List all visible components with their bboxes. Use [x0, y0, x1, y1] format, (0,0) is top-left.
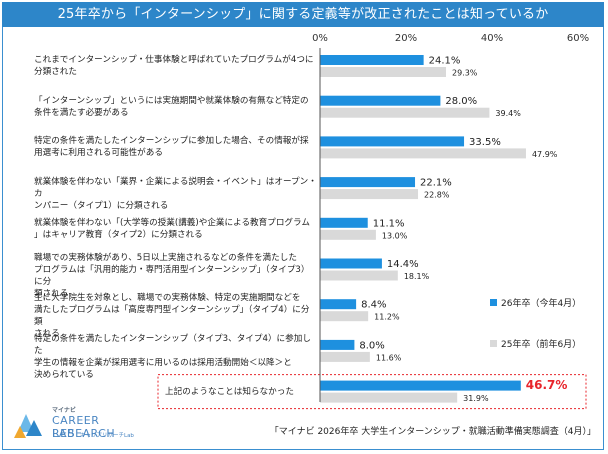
value-label-s0-c1: 28.0%: [445, 96, 477, 107]
x-tick-label-0: 0%: [312, 33, 328, 44]
source-note: 「マイナビ 2026年卒 大学生インターンシップ・就職活動準備実態調査（4月）」: [269, 427, 596, 437]
value-label-s0-c6: 8.4%: [361, 300, 386, 311]
category-label-6-line-2: される: [34, 329, 60, 340]
category-label-5-line-0: 職場での実務体験があり、5日以上実施されるなどの条件を満たした: [34, 252, 297, 263]
category-label-3-line-0: 就業体験を伴わない「業界・企業による説明会・イベント」はオープン・カ: [34, 177, 317, 200]
chart-title: 25年卒から「インターンシップ」に関する定義等が改正されたことは知っているか: [2, 2, 604, 27]
bar-s0-c4: [320, 217, 368, 228]
x-tick-label-1: 20%: [395, 33, 417, 44]
value-label-s0-c8: 46.7%: [526, 378, 568, 392]
bar-s0-c3: [320, 177, 416, 188]
category-label-1-line-0: 「インターンシップ」というには実施期間や就業体験の有無など特定の: [34, 95, 309, 106]
category-label-0: これまでインターンシップ・仕事体験と呼ばれていたプログラムが4つに 分類された: [34, 54, 317, 78]
value-label-s1-c6: 11.2%: [374, 313, 400, 322]
highlight-box: [157, 374, 587, 410]
bar-s0-c5: [320, 258, 382, 269]
value-label-s1-c4: 13.0%: [382, 231, 408, 240]
category-label-8-line-0: 上記のようなことは知らなかった: [165, 386, 294, 397]
value-label-s1-c7: 11.6%: [376, 353, 402, 362]
legend-label-26: 26年卒（今年4月）: [501, 298, 582, 309]
value-label-s1-c1: 39.4%: [495, 109, 521, 118]
legend-swatch-26: [490, 298, 497, 306]
category-label-8: 上記のようなことは知らなかった: [165, 386, 315, 398]
bar-s1-c4: [320, 229, 376, 240]
category-label-1-line-1: 条件を満たす必要がある: [34, 107, 129, 118]
category-label-3-line-1: ンパニー（タイプ1）に分類される: [34, 201, 169, 212]
legend: 26年卒（今年4月） 25年卒（前年6月）: [490, 295, 581, 377]
category-label-6-line-1: 満たしたプログラムは「高度専門型インターンシップ」（タイプ4）に分類: [34, 305, 310, 328]
category-label-5-line-1: プログラムは「汎用的能力・専門活用型インターンシップ」（タイプ3）に分: [34, 264, 310, 287]
legend-swatch-25: [490, 339, 497, 347]
chart-frame: [2, 2, 604, 450]
category-label-2-line-1: 用選考に利用される可能性がある: [34, 148, 163, 159]
bar-s0-c6: [320, 299, 357, 310]
bar-s1-c8: [320, 392, 458, 403]
category-label-7-line-0: 特定の条件を満たしたインターンシップ（タイプ3、タイプ4）に参加した: [34, 333, 311, 356]
legend-item-26: 26年卒（今年4月）: [490, 295, 581, 309]
category-label-7: 特定の条件を満たしたインターンシップ（タイプ3、タイプ4）に参加した 学生の情報を…: [34, 333, 317, 381]
category-label-2: 特定の条件を満たしたインターンシップに参加した場合、その情報が採 用選考に利用され…: [34, 135, 317, 159]
bar-s1-c7: [320, 351, 370, 362]
bar-s0-c2: [320, 136, 465, 147]
bar-s0-c1: [320, 95, 441, 106]
category-label-6: 主に大学院生を対象とし、職場での実務体験、特定の実施期間などを 満たしたプログラム…: [34, 292, 317, 340]
value-label-s0-c0: 24.1%: [429, 56, 461, 67]
value-label-s1-c8: 31.9%: [463, 394, 489, 403]
x-tick-label-3: 60%: [567, 33, 589, 44]
logo-top-text: マイナビ: [52, 407, 76, 414]
category-label-5: 職場での実務体験があり、5日以上実施されるなどの条件を満たした プログラムは「汎用…: [34, 252, 317, 300]
category-label-5-line-2: 類される: [34, 288, 69, 299]
bar-s1-c5: [320, 270, 398, 281]
x-tick-label-2: 40%: [481, 33, 503, 44]
bar-s0-c7: [320, 339, 355, 350]
bar-s1-c2: [320, 148, 526, 159]
category-label-0-line-0: これまでインターンシップ・仕事体験と呼ばれていたプログラムが4つに: [34, 55, 314, 65]
logo-line2: LAB: [52, 427, 75, 440]
career-research-lab-logo: マイナビ CAREER RESEARCH LAB キャリアリサーチLab: [12, 402, 162, 446]
value-label-s0-c7: 8.0%: [359, 340, 384, 351]
value-label-s0-c4: 11.1%: [373, 218, 405, 229]
category-label-6-line-0: 主に大学院生を対象とし、職場での実務体験、特定の実施期間などを: [34, 293, 301, 304]
value-label-s1-c5: 18.1%: [404, 272, 430, 281]
value-label-s0-c5: 14.4%: [387, 259, 419, 270]
bar-s0-c8: [320, 380, 521, 391]
logo-mark-icon: [14, 414, 42, 438]
category-label-4-line-0: 就業体験を伴わない「(大学等の授業(講義)や企業による教育プログラム: [34, 217, 310, 228]
value-label-s0-c3: 22.1%: [420, 178, 452, 189]
category-label-7-line-2: 決められている: [34, 369, 94, 380]
bar-s1-c0: [320, 67, 446, 77]
category-label-4: 就業体験を伴わない「(大学等の授業(講義)や企業による教育プログラム 」はキャリア…: [34, 217, 317, 241]
logo-sub-text: キャリアリサーチLab: [80, 433, 134, 439]
category-label-2-line-0: 特定の条件を満たしたインターンシップに参加した場合、その情報が採: [34, 136, 309, 147]
legend-item-25: 25年卒（前年6月）: [490, 336, 581, 350]
logo-line1: CAREER RESEARCH: [52, 414, 116, 440]
value-label-s0-c2: 33.5%: [469, 137, 501, 148]
bar-s1-c1: [320, 107, 490, 118]
category-label-0-line-1: 分類された: [34, 67, 77, 77]
bar-s1-c6: [320, 311, 369, 322]
category-label-4-line-1: 」はキャリア教育（タイプ2）に分類される: [34, 229, 203, 240]
value-label-s1-c2: 47.9%: [532, 150, 558, 159]
value-label-s1-c0: 29.3%: [452, 69, 478, 78]
category-label-1: 「インターンシップ」というには実施期間や就業体験の有無など特定の 条件を満たす必要…: [34, 95, 317, 119]
category-label-7-line-1: 学生の情報を企業が採用選考に用いるのは採用活動開始＜以降＞と: [34, 357, 292, 368]
category-label-3: 就業体験を伴わない「業界・企業による説明会・イベント」はオープン・カ ンパニー（タ…: [34, 176, 317, 212]
bar-s1-c3: [320, 189, 419, 200]
bar-s0-c0: [320, 55, 424, 65]
value-label-s1-c3: 22.8%: [424, 191, 450, 200]
legend-label-25: 25年卒（前年6月）: [501, 339, 582, 350]
